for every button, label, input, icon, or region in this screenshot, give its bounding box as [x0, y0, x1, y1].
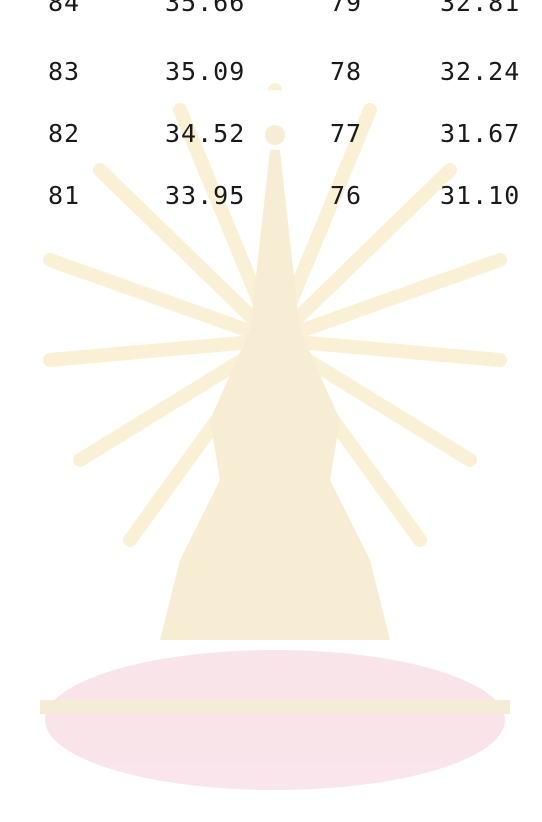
table-cell: 35.09 — [165, 57, 245, 87]
table-cell: 77 — [330, 119, 362, 149]
table-cell: 31.10 — [440, 181, 520, 211]
table-cell: 35.66 — [165, 0, 245, 18]
table-cell: 84 — [48, 0, 80, 18]
table-cell: 32.24 — [440, 57, 520, 87]
table-cell: 76 — [330, 181, 362, 211]
table-cell: 34.52 — [165, 119, 245, 149]
table-cell: 31.67 — [440, 119, 520, 149]
table-cell: 33.95 — [165, 181, 245, 211]
bar — [40, 700, 510, 714]
base — [45, 650, 505, 790]
table-cell: 78 — [330, 57, 362, 87]
table-cell: 81 — [48, 181, 80, 211]
table-cell: 79 — [330, 0, 362, 18]
jewel — [265, 125, 285, 145]
table-cell: 32.81 — [440, 0, 520, 18]
page: 84 35.66 79 32.81 83 35.09 78 32.24 82 34.52 77 31.… — [0, 0, 542, 822]
table-cell: 83 — [48, 57, 80, 87]
table-cell: 82 — [48, 119, 80, 149]
